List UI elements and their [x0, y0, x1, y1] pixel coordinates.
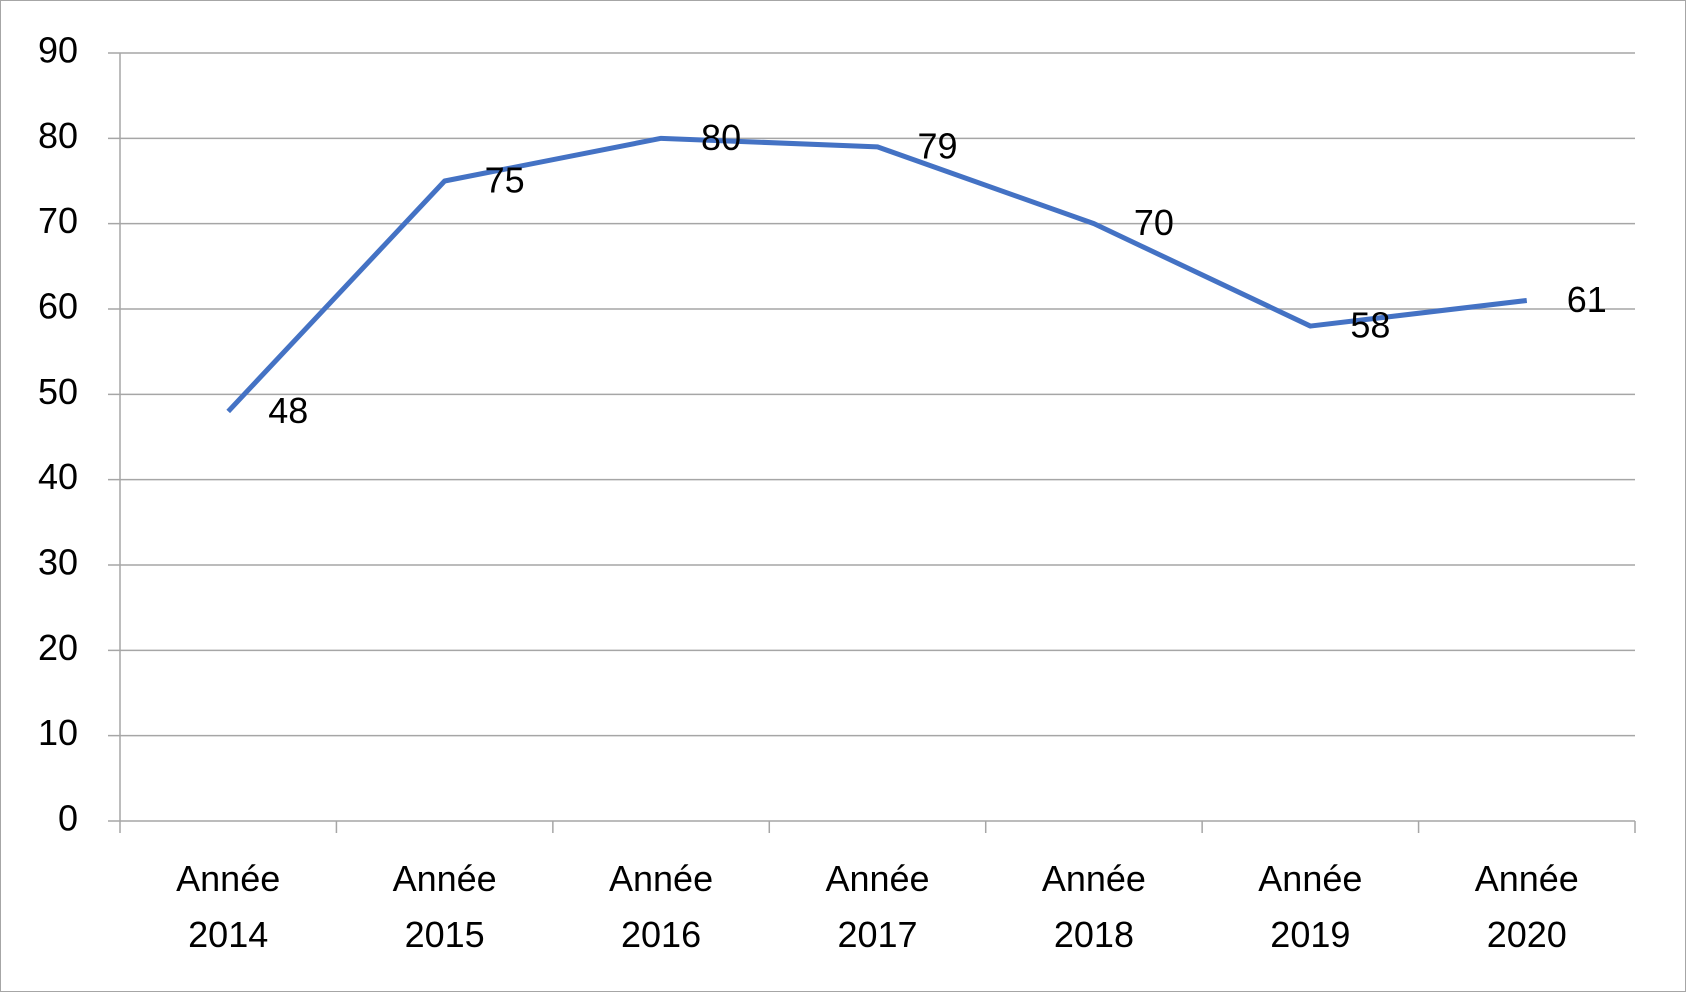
y-tick-label: 90: [38, 30, 78, 71]
y-tick-label: 70: [38, 200, 78, 241]
x-tick-label: Année 2015: [392, 858, 497, 955]
x-tick-label: Année 2016: [609, 858, 714, 955]
y-tick-label: 50: [38, 371, 78, 412]
y-tick-label: 10: [38, 712, 78, 753]
x-tick-label: Année 2020: [1474, 858, 1579, 955]
data-label: 61: [1567, 279, 1607, 320]
x-tick-label: Année 2017: [825, 858, 930, 955]
y-tick-label: 20: [38, 627, 78, 668]
y-tick-label: 0: [58, 798, 78, 839]
x-tick-label: Année 2018: [1041, 858, 1146, 955]
y-tick-label: 60: [38, 286, 78, 327]
data-label: 58: [1350, 305, 1390, 346]
y-tick-label: 80: [38, 115, 78, 156]
x-tick-label: Année 2019: [1258, 858, 1363, 955]
data-label: 79: [917, 125, 957, 166]
line-series: [226, 135, 1528, 414]
data-label: 48: [268, 390, 308, 431]
data-label: 70: [1134, 202, 1174, 243]
data-label: 80: [701, 117, 741, 158]
x-tick-label: Année 2014: [176, 858, 281, 955]
y-tick-label: 40: [38, 456, 78, 497]
data-label: 75: [485, 160, 525, 201]
y-tick-label: 30: [38, 542, 78, 583]
